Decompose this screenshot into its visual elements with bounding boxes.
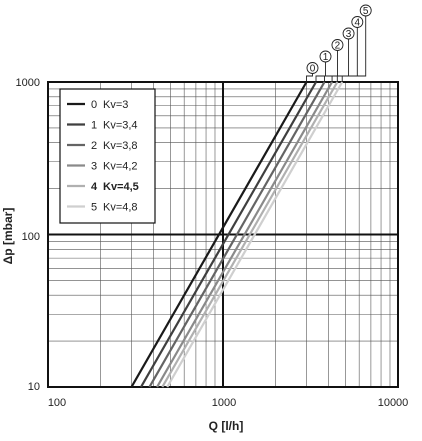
legend-number-4: 4 [91,181,98,193]
legend-label-1: Kv=3,4 [103,120,138,132]
plot-frame [47,81,399,388]
series-lines [130,81,344,388]
series-marker-label-1: 1 [323,52,329,63]
legend: 0 Kv=3 1 Kv=3,4 2 Kv=3,8 3 Kv=4,2 4 Kv=4,5 5 Kv=4,8 [59,88,156,224]
legend-number-0: 0 [91,99,97,111]
series-marker-label-4: 4 [355,18,361,29]
series-marker-circle-3 [342,27,355,40]
series-line-2 [148,81,326,388]
series-marker-label-3: 3 [346,29,352,40]
y-tick-label-10: 10 [28,381,40,393]
series-leader-line-0 [306,73,313,82]
series-line-3 [156,81,334,388]
y-tick-label-1000: 1000 [16,77,40,89]
series-leader-line-1 [315,62,326,82]
legend-number-2: 2 [91,140,97,152]
legend-label-0: Kv=3 [103,99,128,111]
legend-number-1: 1 [91,120,97,132]
series-marker-label-5: 5 [363,6,369,17]
series-marker-circle-5 [359,4,372,17]
x-tick-label-100: 100 [48,397,66,409]
major-gridlines [48,82,398,387]
legend-label-2: Kv=3,8 [103,140,138,152]
legend-number-5: 5 [91,202,97,214]
legend-box [59,88,156,224]
series-marker-label-2: 2 [335,41,341,52]
series-line-1 [140,81,317,388]
series-line-0 [130,81,308,388]
series-leader-line-5 [341,16,367,82]
legend-label-4: Kv=4,5 [103,181,139,193]
x-tick-label-1000: 1000 [212,397,236,409]
x-tick-label-10000: 10000 [378,397,409,409]
series-line-5 [166,81,344,388]
series-leader-line-2 [324,50,338,82]
series-marker-circle-4 [351,16,364,28]
legend-label-5: Kv=4,8 [103,202,138,214]
series-marker-circle-2 [331,39,344,51]
y-axis-label: Δp [mbar] [1,208,15,265]
legend-number-3: 3 [91,161,97,173]
series-marker-label-0: 0 [310,64,316,75]
series-line-4 [161,81,339,388]
series-marker-circle-1 [319,50,332,63]
legend-label-3: Kv=4,2 [103,161,138,173]
y-tick-label-100: 100 [22,231,40,243]
x-axis-label: Q [l/h] [209,419,244,433]
series-marker-circle-0 [306,62,319,74]
